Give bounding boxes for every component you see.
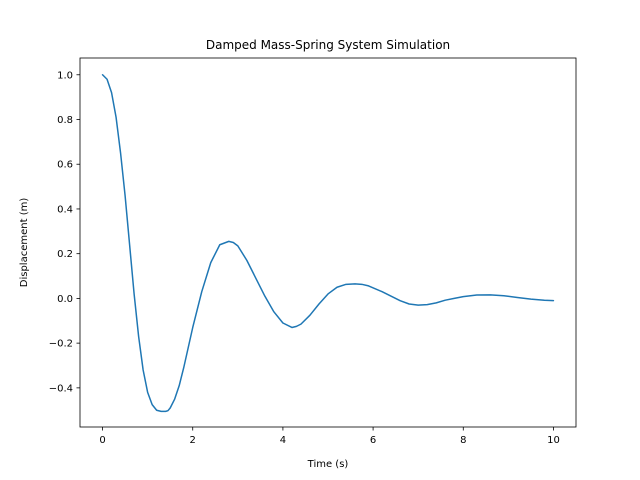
x-tick-label: 8 — [460, 435, 466, 446]
y-tick-label: 0.6 — [57, 160, 73, 171]
displacement-line — [101, 74, 555, 413]
y-tick-label: 0.0 — [57, 294, 73, 305]
x-tick-label: 10 — [547, 435, 560, 446]
x-axis: 0 2 4 6 8 10 — [99, 427, 560, 446]
y-tick-label: −0.4 — [49, 383, 73, 394]
y-tick-label: 0.4 — [57, 204, 73, 215]
plot-area — [79, 57, 577, 428]
x-tick-label: 2 — [190, 435, 196, 446]
y-axis: −0.4 −0.2 0.0 0.2 0.4 0.6 0.8 1.0 — [49, 70, 80, 394]
x-tick-label: 4 — [280, 435, 286, 446]
y-tick-label: 0.2 — [57, 249, 73, 260]
y-tick-label: 1.0 — [57, 70, 73, 81]
y-tick-label: 0.8 — [57, 115, 73, 126]
chart-title: Damped Mass-Spring System Simulation — [206, 38, 450, 52]
x-tick-label: 6 — [370, 435, 376, 446]
x-axis-label: Time (s) — [307, 459, 349, 470]
y-tick-label: −0.2 — [49, 339, 73, 350]
x-tick-label: 0 — [99, 435, 105, 446]
y-axis-label: Displacement (m) — [19, 198, 30, 288]
plot-frame — [79, 57, 577, 428]
